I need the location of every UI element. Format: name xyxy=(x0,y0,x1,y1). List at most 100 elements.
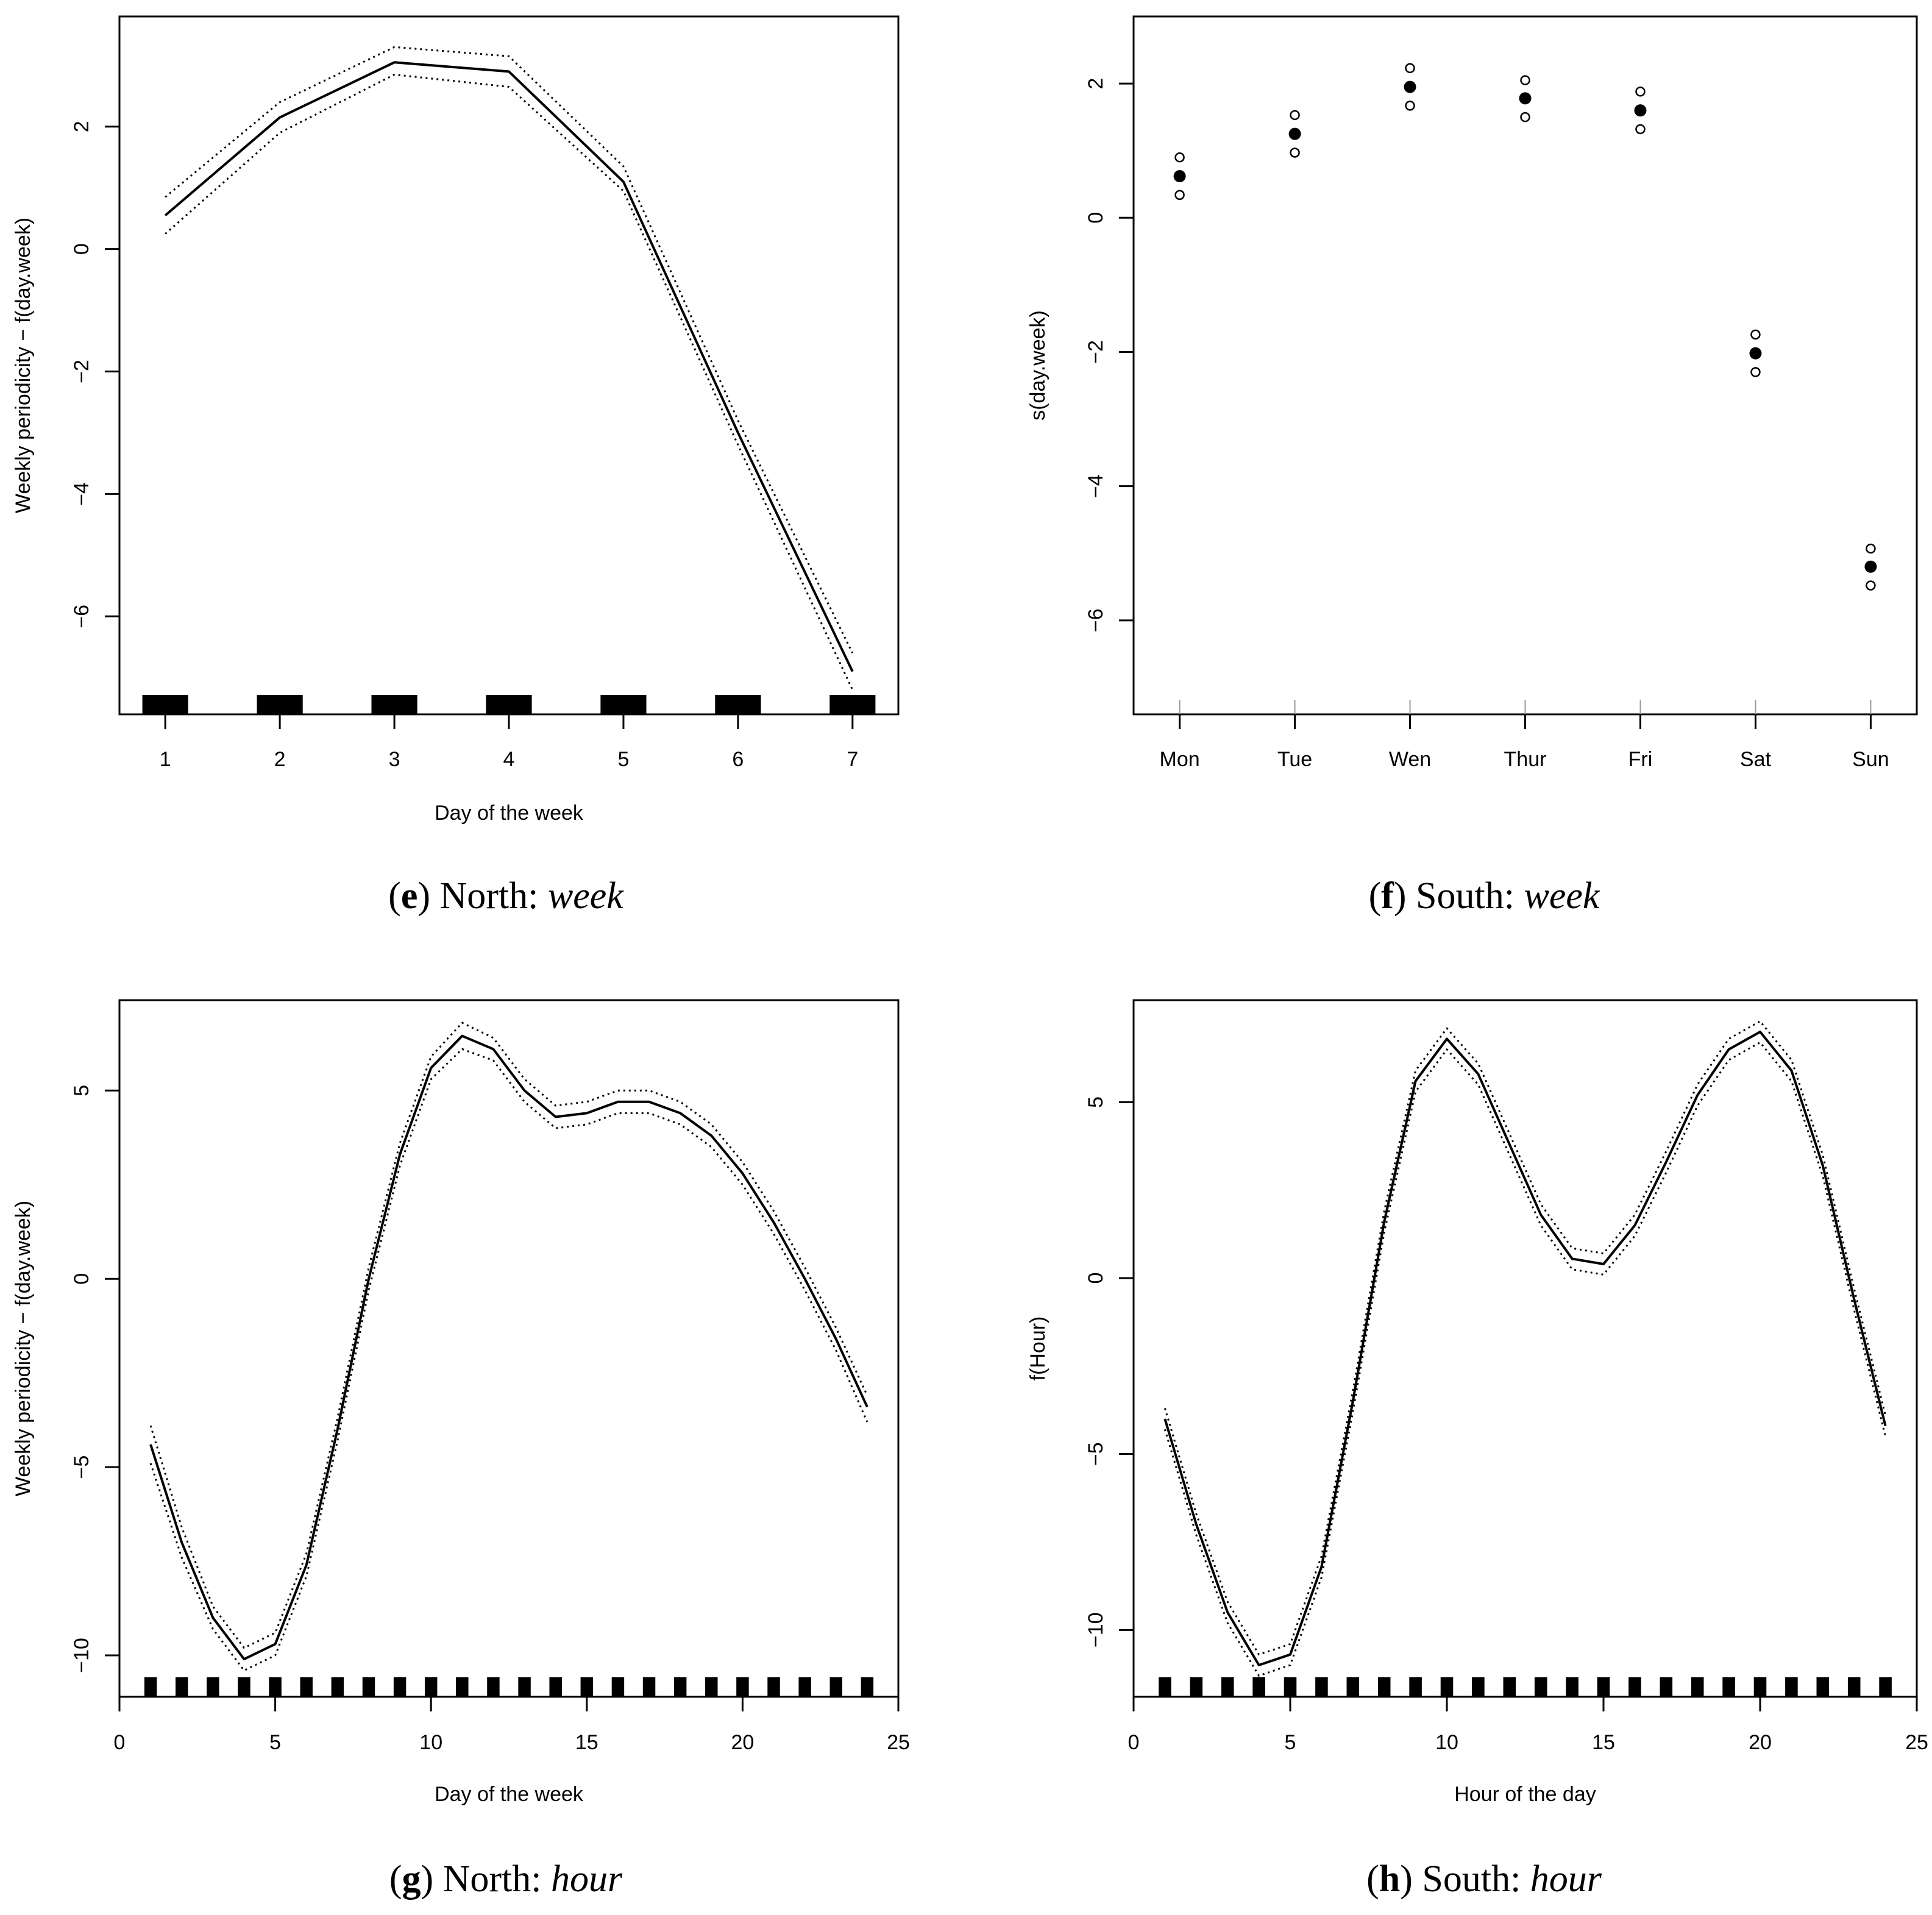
x-tick-label-f: Sun xyxy=(1852,748,1889,771)
estimate-point-f xyxy=(1519,92,1532,105)
x-tick-label-f: Fri xyxy=(1628,748,1653,771)
y-tick-label-g: 0 xyxy=(70,1273,93,1285)
y-tick-label-e: −6 xyxy=(70,605,93,628)
series-lower-line-e xyxy=(165,73,854,691)
caption-g-region: North: xyxy=(442,1858,542,1900)
rug-block-g xyxy=(829,1677,842,1697)
caption-h: (h) South: hour xyxy=(1366,1858,1602,1900)
rug-block-g xyxy=(362,1677,375,1697)
rug-block-g xyxy=(331,1677,344,1697)
caption-g-variable: hour xyxy=(551,1858,623,1900)
estimate-point-f xyxy=(1288,127,1301,140)
lower-bound-point-f xyxy=(1866,580,1876,591)
plot-frame-e xyxy=(118,15,900,716)
x-tick-label-f: Tue xyxy=(1277,748,1312,771)
panel-h-south-hour: −10 −5 0 5 f(Hour) Hour of the day 0 5 10 15 20 25 xyxy=(1026,999,1928,1806)
x-tick-label-g: 10 xyxy=(419,1731,442,1754)
rug-block-g xyxy=(456,1677,469,1697)
rug-block-e xyxy=(600,695,647,714)
x-tick-label-h: 20 xyxy=(1749,1731,1772,1754)
rug-block-g xyxy=(207,1677,219,1697)
y-tick-label-e: −4 xyxy=(70,482,93,506)
rug-block-h xyxy=(1409,1677,1422,1697)
y-tick-label-h: 5 xyxy=(1084,1096,1107,1108)
series-upper-line-h xyxy=(1163,1020,1887,1656)
lower-bound-point-f xyxy=(1520,112,1530,123)
upper-bound-point-f xyxy=(1290,110,1300,121)
rug-block-g xyxy=(798,1677,811,1697)
estimate-point-f xyxy=(1864,560,1877,573)
rug-block-h xyxy=(1440,1677,1454,1697)
rug-block-h xyxy=(1660,1677,1673,1697)
lower-bound-point-f xyxy=(1174,190,1185,201)
upper-bound-point-f xyxy=(1405,63,1415,74)
upper-bound-point-f xyxy=(1635,87,1646,97)
rug-block-h xyxy=(1503,1677,1516,1697)
x-tick-label-e: 7 xyxy=(847,748,858,771)
rug-block-h xyxy=(1628,1677,1641,1697)
rug-block-g xyxy=(642,1677,656,1697)
y-tick-label-g: 5 xyxy=(70,1085,93,1096)
rug-block-h xyxy=(1159,1677,1171,1697)
rug-block-g xyxy=(861,1677,874,1697)
x-axis-label-e: Day of the week xyxy=(435,801,584,825)
rug-block-g xyxy=(705,1677,718,1697)
rug-block-g xyxy=(736,1677,749,1697)
rug-block-e xyxy=(486,695,532,714)
x-tick-label-f: Wen xyxy=(1389,748,1431,771)
x-tick-label-g: 25 xyxy=(887,1731,910,1754)
x-tick-label-e: 3 xyxy=(389,748,400,771)
rug-block-g xyxy=(393,1677,407,1697)
rug-block-g xyxy=(424,1677,438,1697)
series-upper-line-g xyxy=(149,1021,868,1649)
rug-block-h xyxy=(1221,1677,1234,1697)
caption-f: (f) South: week xyxy=(1368,875,1600,917)
x-tick-label-g: 0 xyxy=(114,1731,126,1754)
rug-block-g xyxy=(673,1677,687,1697)
lower-bound-point-f xyxy=(1290,147,1300,158)
x-tick-label-f: Mon xyxy=(1160,748,1200,771)
rug-block-h xyxy=(1785,1677,1798,1697)
caption-e-letter: e xyxy=(400,875,418,917)
x-tick-label-h: 25 xyxy=(1905,1731,1928,1754)
caption-g-letter: g xyxy=(402,1858,421,1900)
x-tick-label-h: 15 xyxy=(1592,1731,1615,1754)
rug-block-h xyxy=(1816,1677,1830,1697)
x-tick-label-e: 2 xyxy=(274,748,286,771)
rug-block-e xyxy=(142,695,188,714)
caption-h-region: South: xyxy=(1422,1858,1521,1900)
y-tick-label-e: 2 xyxy=(70,121,93,132)
rug-block-h xyxy=(1847,1677,1861,1697)
y-tick-label-h: −10 xyxy=(1084,1612,1107,1647)
rug-block-h xyxy=(1597,1677,1610,1697)
y-axis-label-h: f(Hour) xyxy=(1026,1316,1049,1381)
series-lower-line-h xyxy=(1163,1041,1887,1677)
upper-bound-point-f xyxy=(1750,329,1761,340)
y-tick-label-h: −5 xyxy=(1084,1442,1107,1466)
y-tick-label-h: 0 xyxy=(1084,1273,1107,1284)
rug-block-h xyxy=(1252,1677,1265,1697)
plot-frame-h xyxy=(1132,999,1918,1698)
y-tick-label-e: −2 xyxy=(70,360,93,383)
rug-block-g xyxy=(611,1677,625,1697)
lower-bound-point-f xyxy=(1405,101,1415,111)
rug-block-h xyxy=(1472,1677,1485,1697)
rug-block-g xyxy=(767,1677,780,1697)
series-upper-line-e xyxy=(165,46,854,654)
rug-block-g xyxy=(518,1677,531,1697)
upper-bound-point-f xyxy=(1866,543,1876,554)
rug-block-e xyxy=(715,695,761,714)
estimate-point-f xyxy=(1404,80,1416,93)
rug-block-h xyxy=(1190,1677,1203,1697)
y-tick-label-f: 2 xyxy=(1084,78,1107,90)
x-tick-label-f: Thur xyxy=(1504,748,1547,771)
x-tick-label-f: Sat xyxy=(1740,748,1772,771)
rug-block-g xyxy=(487,1677,500,1697)
upper-bound-point-f xyxy=(1174,152,1185,163)
y-tick-label-g: −5 xyxy=(70,1455,93,1479)
rug-block-g xyxy=(176,1677,188,1697)
x-tick-label-e: 5 xyxy=(617,748,629,771)
y-tick-label-g: −10 xyxy=(70,1638,93,1673)
caption-h-variable: hour xyxy=(1530,1858,1602,1900)
panel-g-north-hour: −10 −5 0 5 Weekly periodicity − f(day.week) D… xyxy=(12,999,910,1806)
